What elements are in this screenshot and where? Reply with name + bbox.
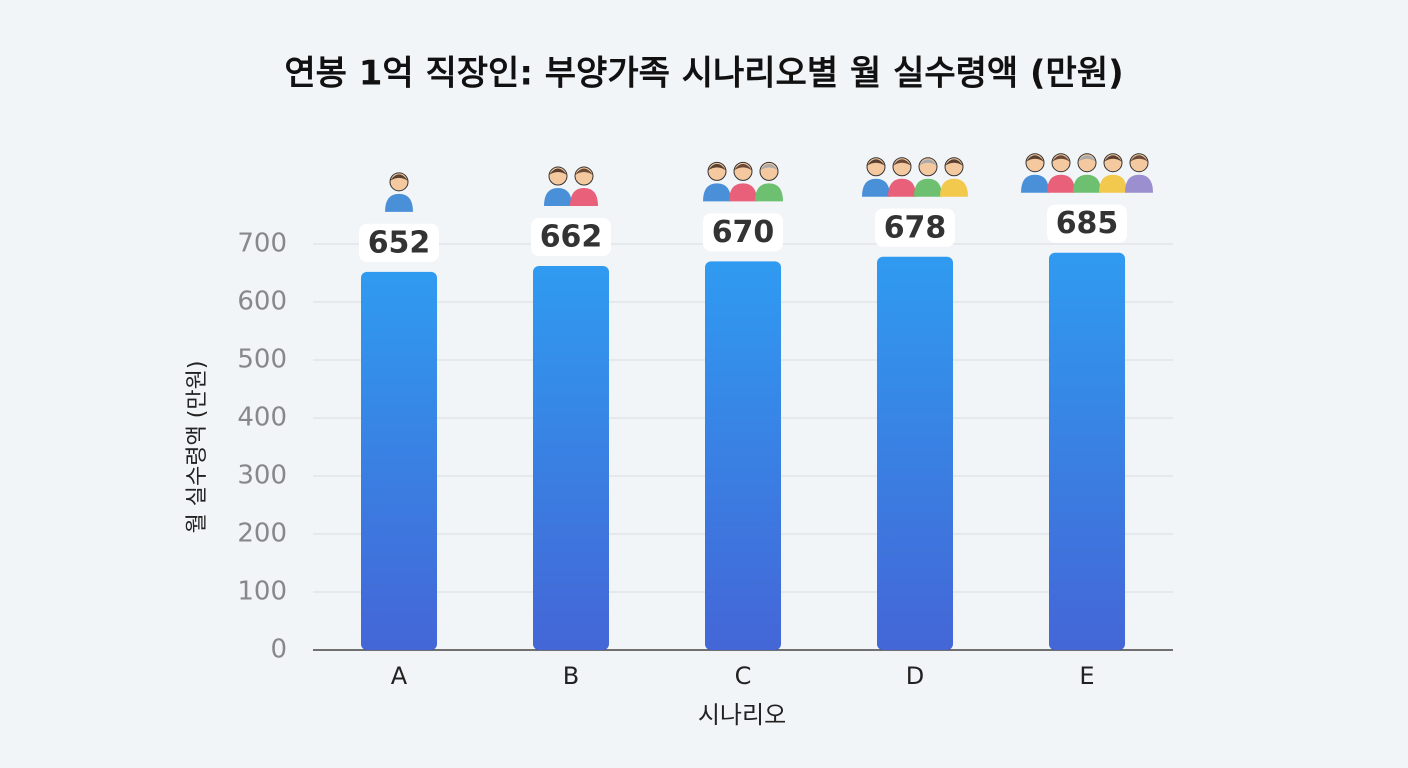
icon-hair [919,159,937,166]
icon-body [1021,174,1049,193]
bar [877,256,953,650]
icon-hair [893,159,911,166]
x-axis-title: 시나리오 [698,701,786,729]
value-label: 678 [884,210,947,245]
icon-body [1125,174,1153,193]
bar [705,261,781,650]
icon-body [703,183,731,202]
y-axis-title: 월 실수령액 (만원) [185,361,210,534]
icon-hair [549,168,567,176]
icon-body [385,193,413,212]
bar [533,266,609,650]
icon-body [570,188,598,207]
value-label: 685 [1056,206,1119,241]
value-label: 652 [368,225,431,260]
value-label: 670 [712,215,775,250]
x-tick-label: E [1079,662,1094,690]
value-label: 662 [540,220,603,255]
people-icon [1021,153,1153,193]
x-tick-label: B [563,662,579,690]
people-icon [385,172,413,212]
icon-body [755,183,783,202]
y-tick-label: 400 [237,403,287,433]
y-tick-label: 700 [237,229,287,259]
icon-body [1099,174,1127,193]
value-label-bg [359,223,439,262]
icon-body [862,178,890,197]
bar [1049,252,1125,650]
icon-hair [1104,155,1122,162]
y-tick-label: 600 [237,287,287,317]
icon-body [1073,174,1101,193]
people-icon [703,161,783,202]
icon-hair [760,163,778,171]
bar [361,271,437,650]
chart-title: 연봉 1억 직장인: 부양가족 시나리오별 월 실수령액 (만원) [284,54,1123,94]
icon-hair [575,168,593,176]
icon-hair [734,163,752,171]
icon-body [544,188,572,207]
people-icon [862,157,968,197]
icon-body [729,183,757,202]
icon-hair [708,163,726,171]
y-tick-label: 300 [237,461,287,491]
y-tick-label: 200 [237,519,287,549]
icon-hair [1026,155,1044,162]
icon-hair [1078,155,1096,162]
icon-hair [1052,155,1070,162]
value-label-bg [531,218,611,257]
y-tick-label: 100 [237,577,287,607]
icon-body [940,178,968,197]
icon-hair [867,159,885,166]
icon-hair [390,174,408,181]
x-tick-label: A [391,662,408,690]
x-tick-label: D [906,662,924,690]
icon-body [1047,174,1075,193]
value-label-bg [875,208,955,247]
people-icon [544,166,598,207]
icon-body [888,178,916,197]
value-label-bg [703,213,783,252]
value-label-bg [1047,204,1127,243]
x-tick-label: C [735,662,752,690]
icon-body [914,178,942,197]
y-tick-label: 500 [237,345,287,375]
icon-hair [1130,155,1148,162]
icon-hair [945,159,963,166]
y-tick-label: 0 [270,635,287,665]
